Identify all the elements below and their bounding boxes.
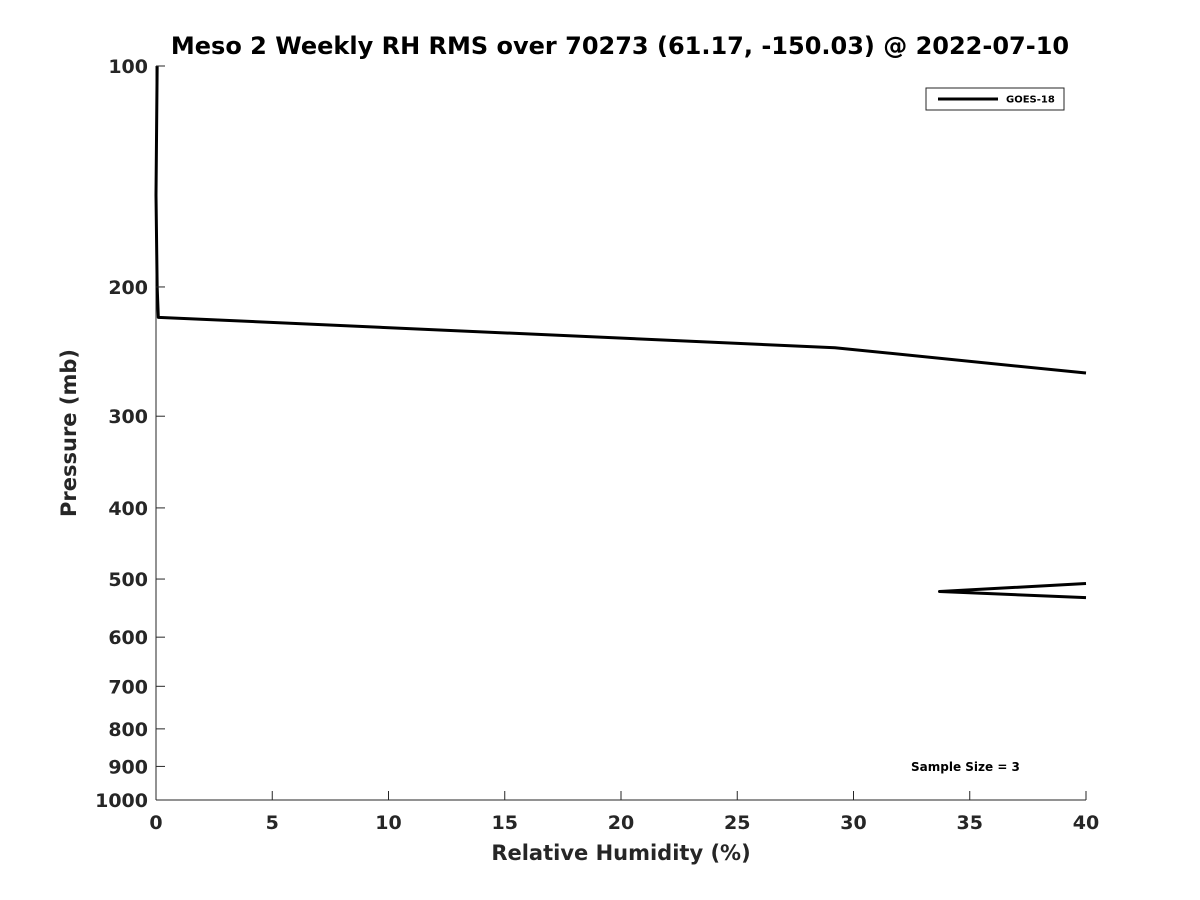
y-tick-label: 700 [108, 676, 148, 698]
series-layer [154, 65, 1087, 600]
y-axis-ticks: 100 200 300 400 500 600 700 800 900 1000 [95, 56, 165, 812]
x-tick-label: 40 [1073, 812, 1099, 834]
y-tick-label: 900 [108, 756, 148, 778]
series-goes-18-line-segment [154, 65, 1087, 375]
plot-area: 0 5 10 15 20 25 30 35 40 100 200 300 400 500 600 700 80… [95, 56, 1099, 834]
y-tick-label: 1000 [95, 790, 148, 812]
x-axis-ticks: 0 5 10 15 20 25 30 35 40 [149, 791, 1099, 834]
y-tick-label: 800 [108, 719, 148, 741]
legend-label-goes-18: GOES-18 [1006, 95, 1055, 106]
y-axis-label: Pressure (mb) [57, 349, 81, 517]
y-tick-label: 200 [108, 277, 148, 299]
chart-title: Meso 2 Weekly RH RMS over 70273 (61.17, … [171, 32, 1069, 60]
x-axis-label: Relative Humidity (%) [491, 841, 750, 865]
x-tick-label: 5 [266, 812, 279, 834]
y-tick-label: 600 [108, 627, 148, 649]
x-tick-label: 20 [608, 812, 634, 834]
sample-size-annotation: Sample Size = 3 [911, 760, 1020, 774]
x-tick-label: 25 [724, 812, 750, 834]
x-tick-label: 0 [149, 812, 162, 834]
y-tick-label: 400 [108, 498, 148, 520]
y-tick-label: 500 [108, 569, 148, 591]
x-tick-label: 10 [375, 812, 401, 834]
y-tick-label: 100 [108, 56, 148, 78]
x-tick-label: 30 [840, 812, 866, 834]
x-tick-label: 35 [957, 812, 983, 834]
legend: GOES-18 [925, 87, 1065, 111]
y-tick-label: 300 [108, 406, 148, 428]
x-tick-label: 15 [492, 812, 518, 834]
